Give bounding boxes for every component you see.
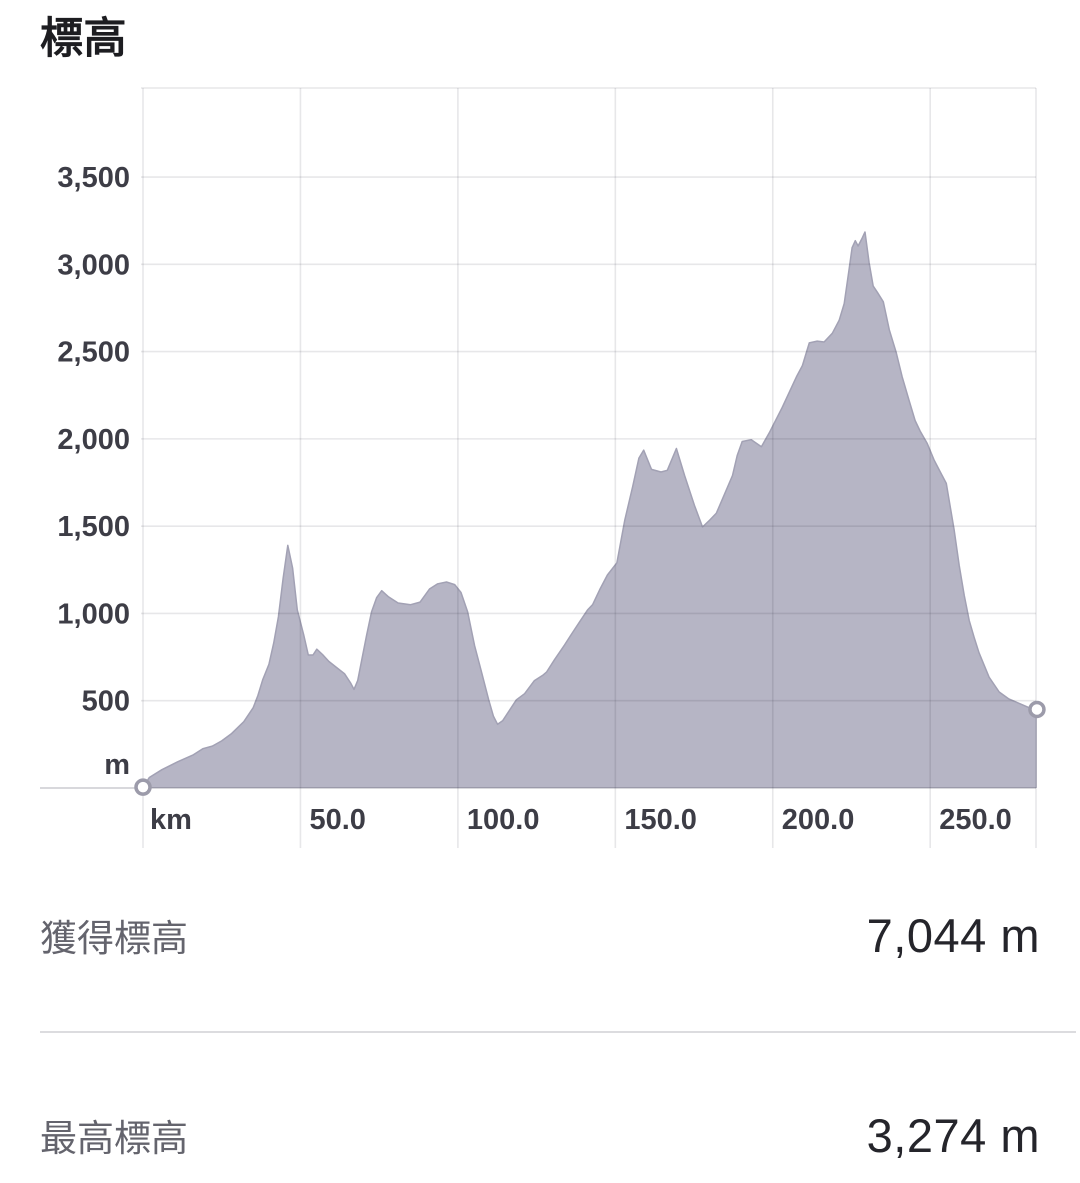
stats-divider: [40, 1031, 1076, 1033]
x-tick-label: 50.0: [309, 804, 365, 836]
stat-row-elevation-gain: 獲得標高 7,044 m: [40, 902, 1040, 968]
page-title: 標高: [40, 15, 127, 63]
gridlines: [141, 87, 1037, 848]
start-marker-icon: [134, 778, 152, 796]
x-tick-label: 250.0: [939, 804, 1012, 836]
x-tick-label: 150.0: [624, 804, 697, 836]
y-tick-label: 2,500: [57, 337, 130, 369]
end-marker-icon: [1028, 700, 1046, 719]
y-axis-unit: m: [104, 749, 130, 781]
max-elevation-label: 最高標高: [40, 1118, 188, 1159]
stat-row-max-elevation: 最高標高 3,274 m: [40, 1102, 1040, 1168]
y-tick-label: 2,000: [57, 424, 130, 456]
elevation-gain-value: 7,044 m: [866, 908, 1040, 962]
elevation-chart[interactable]: 500 1,000 1,500 2,000 2,500 3,000 3,500 m 50.0 10…: [0, 0, 1080, 862]
area-line: [142, 231, 1038, 788]
elevation-gain-label: 獲得標高: [40, 918, 188, 959]
y-tick-label: 1,500: [57, 511, 130, 543]
x-tick-label: 200.0: [782, 804, 855, 836]
y-tick-label: 500: [82, 686, 130, 718]
y-tick-label: 3,500: [57, 162, 130, 194]
x-tick-label: 100.0: [467, 804, 540, 836]
area-fill: [143, 232, 1037, 788]
max-elevation-value: 3,274 m: [866, 1108, 1040, 1162]
y-tick-label: 3,000: [57, 249, 130, 281]
x-axis-unit: km: [150, 804, 192, 836]
y-tick-label: 1,000: [57, 598, 130, 630]
